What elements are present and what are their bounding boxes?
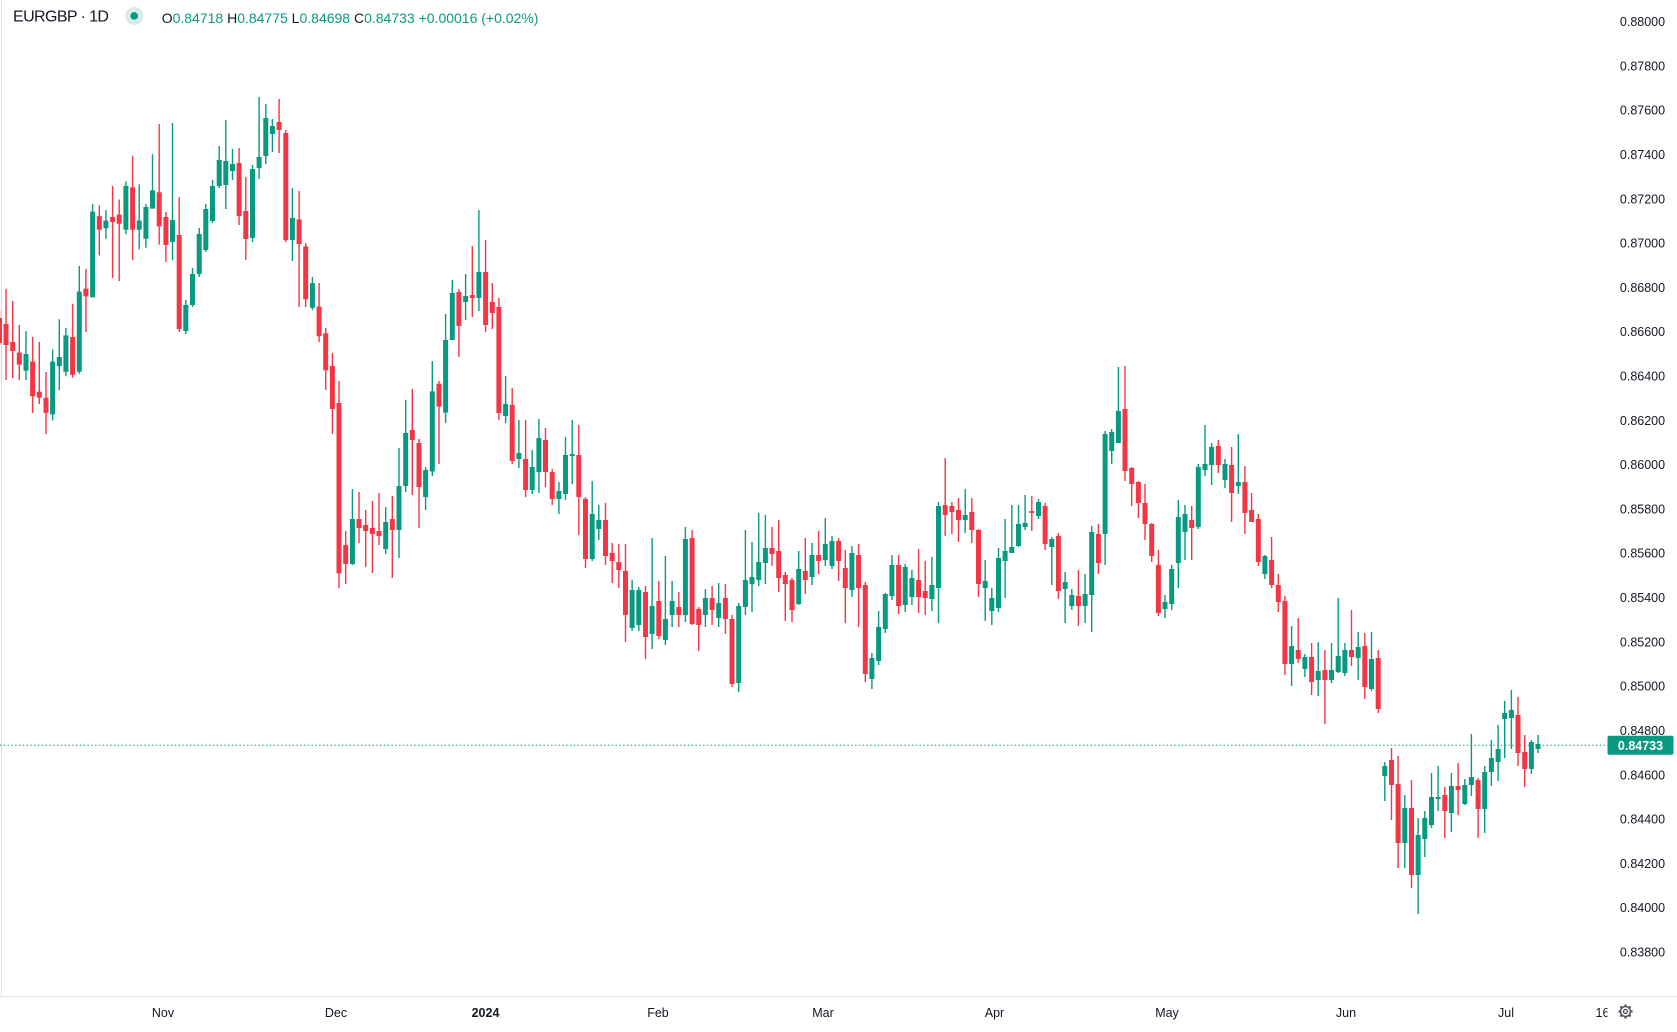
svg-text:May: May [1155,1006,1179,1020]
svg-text:0.87400: 0.87400 [1620,148,1665,162]
svg-text:0.87800: 0.87800 [1620,59,1665,73]
svg-text:Jul: Jul [1498,1006,1514,1020]
svg-text:0.87600: 0.87600 [1620,104,1665,118]
svg-text:0.88000: 0.88000 [1620,15,1665,29]
svg-text:0.85200: 0.85200 [1620,635,1665,649]
svg-text:0.87000: 0.87000 [1620,237,1665,251]
svg-text:0.86000: 0.86000 [1620,458,1665,472]
svg-text:Nov: Nov [152,1006,175,1020]
svg-text:0.85600: 0.85600 [1620,547,1665,561]
svg-text:0.84400: 0.84400 [1620,813,1665,827]
svg-text:16: 16 [1596,1006,1610,1020]
svg-text:Dec: Dec [325,1006,347,1020]
svg-text:0.84733: 0.84733 [1618,739,1663,753]
svg-text:Jun: Jun [1336,1006,1356,1020]
svg-text:0.85000: 0.85000 [1620,680,1665,694]
svg-text:0.84200: 0.84200 [1620,857,1665,871]
svg-text:EURGBP · 1D: EURGBP · 1D [13,9,108,26]
svg-text:0.86600: 0.86600 [1620,325,1665,339]
svg-text:0.84600: 0.84600 [1620,768,1665,782]
svg-text:2024: 2024 [472,1006,500,1020]
svg-text:O0.84718 H0.84775 L0.84698 C0.: O0.84718 H0.84775 L0.84698 C0.84733 +0.0… [162,10,539,26]
svg-text:Apr: Apr [985,1006,1004,1020]
svg-text:0.84800: 0.84800 [1620,724,1665,738]
svg-text:0.86200: 0.86200 [1620,414,1665,428]
svg-text:0.85400: 0.85400 [1620,591,1665,605]
svg-text:0.84000: 0.84000 [1620,901,1665,915]
svg-text:0.86400: 0.86400 [1620,370,1665,384]
svg-text:Mar: Mar [812,1006,834,1020]
svg-text:0.86800: 0.86800 [1620,281,1665,295]
svg-text:0.85800: 0.85800 [1620,502,1665,516]
svg-text:0.87200: 0.87200 [1620,192,1665,206]
svg-text:Feb: Feb [647,1006,669,1020]
svg-text:0.83800: 0.83800 [1620,946,1665,960]
